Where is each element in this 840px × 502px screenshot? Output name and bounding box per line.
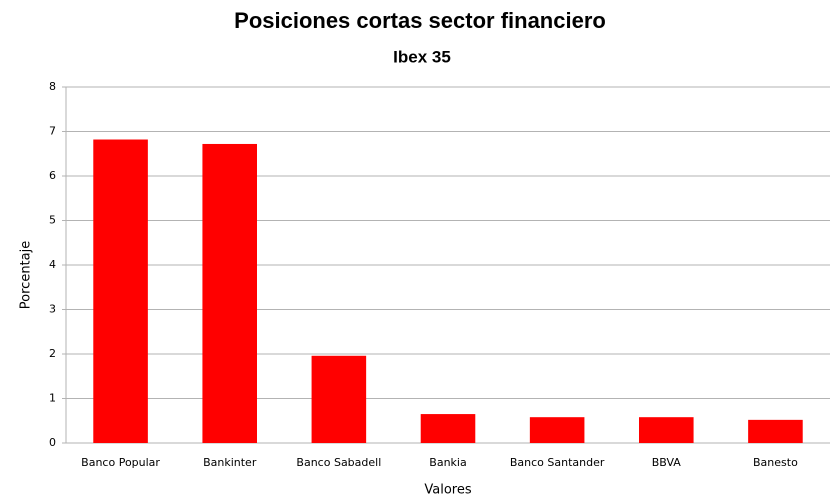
x-tick-label: Banco Sabadell xyxy=(296,456,381,469)
x-axis-title: Valores xyxy=(424,483,471,498)
y-tick-label: 5 xyxy=(49,214,56,227)
x-tick-label: Banco Santander xyxy=(510,456,605,469)
bar xyxy=(93,139,148,443)
bar xyxy=(202,143,257,443)
y-tick-label: 8 xyxy=(49,80,56,93)
x-tick-label: Banesto xyxy=(753,456,798,469)
bar xyxy=(311,355,367,443)
x-tick-label: Bankinter xyxy=(203,456,257,469)
chart-title: Posiciones cortas sector financiero xyxy=(234,8,606,33)
bar xyxy=(420,414,476,443)
y-tick-label: 4 xyxy=(49,258,56,271)
x-tick-label: Banco Popular xyxy=(81,456,160,469)
y-tick-label: 6 xyxy=(49,169,56,182)
y-tick-label: 3 xyxy=(49,303,56,316)
y-tick-label: 0 xyxy=(49,436,56,449)
bar xyxy=(748,419,803,443)
x-tick-label: Bankia xyxy=(429,456,466,469)
y-tick-label: 1 xyxy=(49,392,56,405)
x-tick-label: BBVA xyxy=(652,456,682,469)
bar xyxy=(529,417,585,443)
bar xyxy=(639,417,694,443)
y-axis-title: Porcentaje xyxy=(19,241,34,309)
y-tick-label: 2 xyxy=(49,347,56,360)
chart-subtitle: Ibex 35 xyxy=(393,47,451,66)
y-tick-label: 7 xyxy=(49,125,56,138)
